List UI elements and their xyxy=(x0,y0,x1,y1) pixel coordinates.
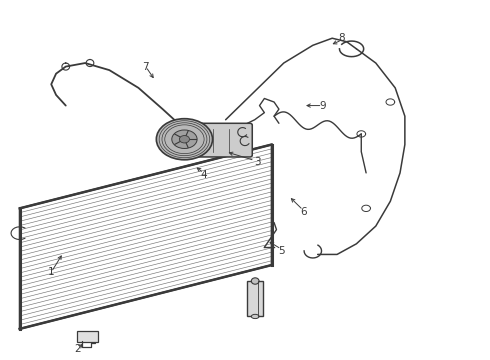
FancyBboxPatch shape xyxy=(194,123,252,157)
Circle shape xyxy=(172,130,197,148)
Text: 5: 5 xyxy=(278,246,285,256)
FancyBboxPatch shape xyxy=(77,330,98,342)
Ellipse shape xyxy=(251,278,259,284)
Text: 6: 6 xyxy=(300,207,306,217)
Text: 2: 2 xyxy=(74,345,81,355)
Circle shape xyxy=(179,135,190,143)
Bar xyxy=(247,281,263,316)
Text: 9: 9 xyxy=(319,100,326,111)
Text: 3: 3 xyxy=(254,157,260,167)
Text: 1: 1 xyxy=(48,267,54,277)
Text: 8: 8 xyxy=(339,33,345,43)
Text: 4: 4 xyxy=(200,170,207,180)
Ellipse shape xyxy=(251,314,259,319)
Circle shape xyxy=(156,119,213,160)
Text: 7: 7 xyxy=(143,62,149,72)
